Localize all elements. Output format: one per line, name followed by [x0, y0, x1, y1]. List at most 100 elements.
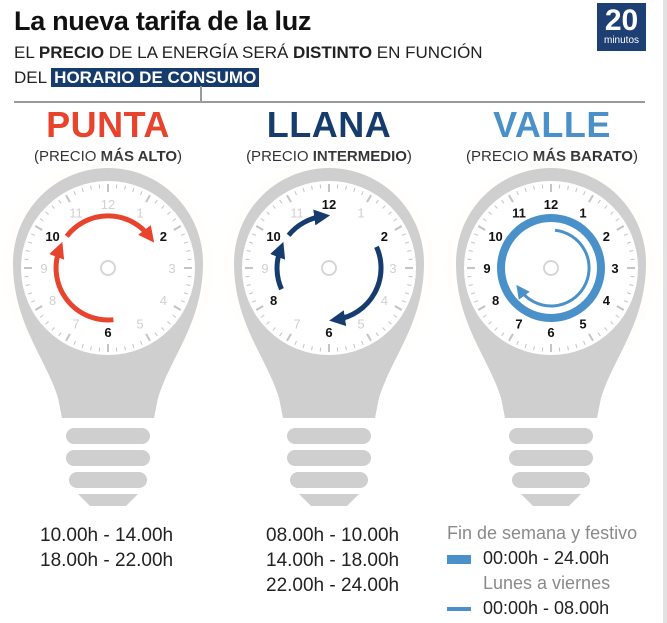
clock-tick: [575, 187, 578, 193]
clock-tick: [266, 211, 270, 215]
clock-tick: [615, 218, 620, 222]
clock-tick: [477, 305, 486, 311]
clock-tick: [90, 185, 92, 190]
clock-tick: [311, 346, 313, 351]
clock-number: 7: [515, 316, 522, 331]
clock-tick: [25, 250, 30, 252]
clock-tick: [353, 187, 356, 193]
time-range: 08.00h - 10.00h: [266, 525, 400, 546]
clock-tick: [161, 327, 165, 331]
subtitle-line-2: DEL HORARIO DE CONSUMO: [14, 68, 260, 88]
clock-tick: [468, 284, 473, 286]
clock-tick: [353, 343, 356, 349]
clock-tick: [154, 332, 158, 337]
clock-tick: [58, 332, 62, 337]
clock-tick: [286, 333, 292, 342]
thin-bar-icon: [447, 607, 471, 612]
clock-tick: [474, 233, 479, 236]
clock-tick: [597, 332, 601, 337]
clock-tick: [604, 205, 608, 209]
clock-tick: [407, 250, 412, 252]
clock-tick: [73, 191, 76, 196]
bulb-base-ring: [66, 450, 150, 466]
clock-number: 10: [266, 229, 280, 244]
brand-logo: 20 minutos: [597, 3, 646, 51]
valle-arc-weekday: [516, 228, 591, 308]
punta-arc-morning: [64, 213, 155, 243]
clock-tick: [51, 327, 55, 331]
clock-number: 2: [160, 229, 167, 244]
clock-tick: [154, 199, 158, 204]
clock-tick: [173, 305, 182, 311]
bulb-tip: [78, 494, 138, 506]
clock-tick: [404, 292, 410, 295]
clock-tick: [186, 250, 191, 252]
clock-tick: [470, 241, 476, 244]
clock-tick: [51, 205, 55, 209]
clock-tick: [173, 225, 182, 231]
clock-center: [100, 260, 116, 276]
clock-tick: [501, 199, 505, 204]
clock-tick: [161, 205, 165, 209]
clock-number: 12: [101, 197, 115, 212]
clock-tick: [583, 340, 586, 345]
clock-tick: [124, 346, 126, 351]
clock-number: 1: [357, 206, 364, 221]
clock-tick: [388, 211, 392, 215]
clock-tick: [90, 346, 92, 351]
clock-center: [321, 260, 337, 276]
clock-number: 6: [325, 325, 332, 340]
time-range: 14.00h - 18.00h: [266, 550, 400, 571]
bulb-tip: [299, 494, 359, 506]
clock-tick: [27, 241, 33, 244]
clock-number: 3: [168, 261, 175, 276]
clock-tick: [516, 340, 519, 345]
clock-number: 10: [488, 229, 502, 244]
clock-tick: [186, 284, 191, 286]
clock-tick: [167, 211, 171, 215]
clock-number: 3: [611, 261, 618, 276]
clock-number: 8: [49, 293, 56, 308]
clock-tick: [145, 333, 151, 342]
clock-tick: [623, 300, 628, 303]
clock-tick: [172, 218, 177, 222]
bulb-base-ring: [509, 428, 593, 444]
clock-tick: [81, 187, 84, 193]
clock-number: 11: [69, 206, 83, 221]
clock-tick: [73, 340, 76, 345]
clock-number: 5: [579, 316, 586, 331]
frame-edge: [663, 0, 667, 623]
clock-tick: [588, 333, 594, 342]
clock-number: 5: [136, 316, 143, 331]
clock-tick: [140, 191, 143, 196]
clock-tick: [294, 340, 297, 345]
clock-number: 7: [72, 316, 79, 331]
punta-title: PUNTA: [46, 104, 170, 145]
clock-tick: [27, 292, 33, 295]
clock-number: 8: [270, 293, 277, 308]
clock-tick: [345, 346, 347, 351]
clock-tick: [508, 333, 514, 342]
clock-number: 5: [357, 316, 364, 331]
clock-tick: [482, 218, 487, 222]
clock-tick: [252, 233, 257, 236]
clock-tick: [345, 185, 347, 190]
clock-tick: [31, 300, 36, 303]
time-range: 22.00h - 24.00h: [266, 575, 400, 596]
clock-tick: [375, 199, 379, 204]
clock-tick: [302, 343, 305, 349]
clock-tick: [482, 314, 487, 318]
clock-tick: [524, 187, 527, 193]
clock-center: [543, 260, 559, 276]
llana-times: 08.00h - 10.00h 14.00h - 18.00h 22.00h -…: [266, 523, 399, 598]
clock-number: 4: [381, 293, 388, 308]
llana-arc-3: [286, 209, 331, 237]
valle-title: VALLE: [493, 104, 611, 145]
clock-tick: [132, 187, 135, 193]
clock-tick: [180, 300, 185, 303]
clock-tick: [468, 250, 473, 252]
clock-number: 9: [40, 261, 47, 276]
clock-tick: [25, 284, 30, 286]
